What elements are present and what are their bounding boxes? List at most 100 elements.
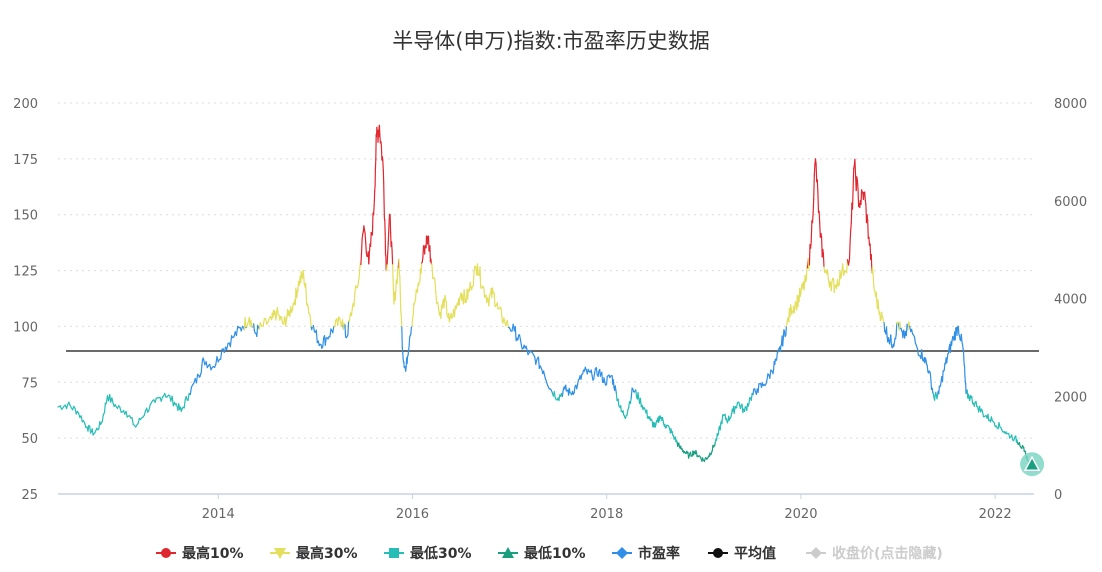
pe-segment xyxy=(646,409,649,418)
pe-segment xyxy=(350,308,353,316)
pe-segment xyxy=(435,291,438,304)
pe-segment xyxy=(830,281,833,292)
pe-segment xyxy=(879,311,882,322)
pe-segment xyxy=(854,158,857,177)
pe-segment xyxy=(617,398,620,407)
pe-segment xyxy=(368,252,370,265)
pe-segment xyxy=(981,411,985,418)
pe-segment xyxy=(947,347,950,354)
pe-segment xyxy=(612,379,615,389)
pe-segment xyxy=(812,198,815,215)
pe-segment xyxy=(274,310,276,317)
pe-segment xyxy=(187,392,190,401)
pe-segment xyxy=(303,274,305,285)
pe-segment xyxy=(448,317,451,323)
pe-segment xyxy=(748,397,751,404)
pe-segment xyxy=(205,361,208,369)
pe-segment xyxy=(111,397,114,404)
pe-segment xyxy=(553,391,556,399)
pe-segment xyxy=(496,302,499,310)
pe-segment xyxy=(65,404,69,410)
pe-segment xyxy=(862,191,865,200)
legend-item[interactable]: 最高10% xyxy=(156,545,244,562)
pe-segment xyxy=(597,370,600,377)
legend-item[interactable]: 平均值 xyxy=(708,545,776,562)
pe-segment xyxy=(605,375,608,386)
pe-segment xyxy=(387,243,389,254)
pe-segment xyxy=(458,297,461,306)
pe-segment xyxy=(822,248,825,255)
legend-label: 最低10% xyxy=(524,545,586,562)
pe-segment xyxy=(506,319,509,329)
pe-segment xyxy=(473,265,476,272)
pe-segment xyxy=(614,385,617,391)
legend-marker xyxy=(389,548,399,558)
legend-item[interactable]: 最低30% xyxy=(384,545,472,562)
pe-segment xyxy=(386,252,389,265)
pe-segment xyxy=(843,270,846,276)
pe-segment xyxy=(297,280,299,292)
pe-segment xyxy=(615,392,618,401)
legend-marker xyxy=(616,547,628,559)
pe-segment xyxy=(348,314,351,323)
pe-segment xyxy=(573,385,576,394)
grid-lines xyxy=(58,102,1034,439)
pe-segment xyxy=(805,265,808,280)
pe-segment xyxy=(380,141,382,147)
pe-segment xyxy=(629,397,632,405)
pe-segment xyxy=(360,252,363,266)
pe-segment xyxy=(276,307,279,316)
pe-segment xyxy=(958,335,961,341)
pe-segment xyxy=(890,334,893,346)
pe-segment xyxy=(926,365,929,373)
pe-segment xyxy=(857,188,860,207)
legend-item[interactable]: 收盘价(点击隐藏) xyxy=(806,545,943,562)
pe-segment xyxy=(491,287,494,294)
pe-segment xyxy=(339,317,342,324)
x-tick-label: 2020 xyxy=(784,507,817,522)
pe-segment xyxy=(363,225,366,231)
pe-segment xyxy=(590,369,593,377)
pe-segment xyxy=(322,337,325,347)
pe-segment xyxy=(626,409,629,416)
pe-segment xyxy=(265,318,268,325)
legend-item[interactable]: 市盈率 xyxy=(612,545,680,562)
pe-segment xyxy=(803,282,806,291)
pe-segment xyxy=(813,174,815,200)
legend-item[interactable]: 最高30% xyxy=(270,545,358,562)
pe-segment xyxy=(939,379,942,386)
pe-segment xyxy=(283,316,286,325)
latest-marker[interactable] xyxy=(1020,452,1045,477)
legend-label: 最低30% xyxy=(410,545,472,562)
pe-segment xyxy=(921,349,924,361)
pe-segment xyxy=(396,267,399,284)
pe-segment xyxy=(443,299,446,309)
pe-segment xyxy=(365,251,368,257)
pe-segment xyxy=(420,262,423,274)
pe-segment xyxy=(371,212,374,236)
pe-segment xyxy=(961,344,964,350)
pe-segment xyxy=(514,326,517,342)
x-tick-label: 2018 xyxy=(590,507,623,522)
pe-segment xyxy=(822,253,825,268)
pe-segment xyxy=(785,325,788,336)
pe-segment xyxy=(324,337,327,346)
pe-segment xyxy=(399,275,401,294)
pe-segment xyxy=(382,160,384,171)
legend-label: 市盈率 xyxy=(638,545,680,562)
y-left-tick-label: 25 xyxy=(21,488,38,503)
pe-segment xyxy=(779,345,782,353)
legend-item[interactable]: 最低10% xyxy=(498,545,586,562)
pe-segment xyxy=(262,317,265,327)
pe-segment xyxy=(836,279,839,287)
pe-segment xyxy=(561,389,564,397)
pe-segment xyxy=(463,289,466,297)
pe-segment xyxy=(929,372,932,381)
pe-segment xyxy=(765,379,768,385)
pe-segment xyxy=(361,233,364,240)
pe-segment xyxy=(365,241,367,253)
pe-segment xyxy=(852,167,855,190)
legend-marker xyxy=(502,547,514,558)
pe-segment xyxy=(525,345,528,351)
pe-segment xyxy=(678,442,681,448)
